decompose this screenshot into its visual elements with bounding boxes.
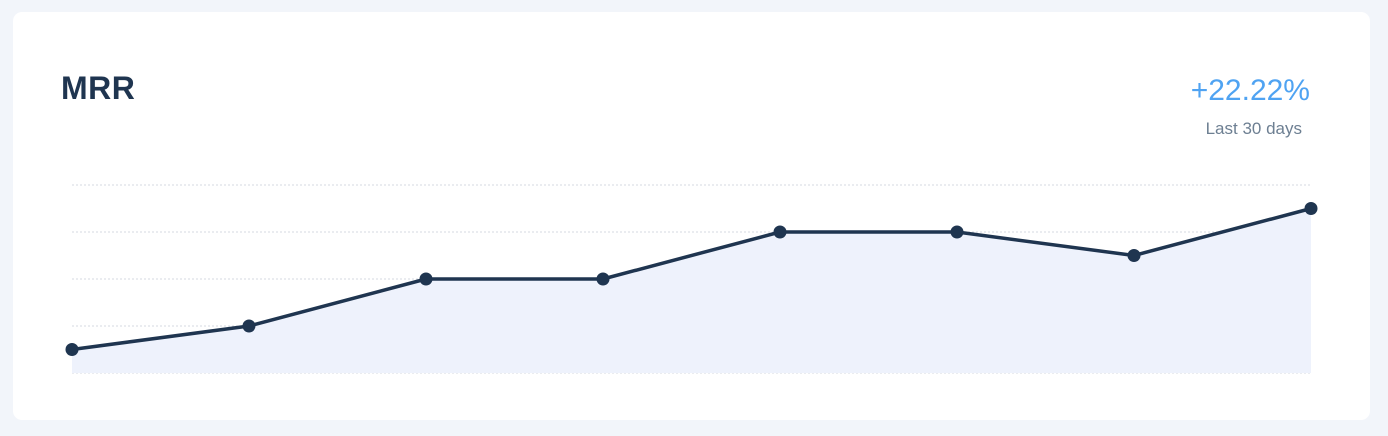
data-point[interactable] xyxy=(1127,249,1141,262)
data-point[interactable] xyxy=(773,225,787,239)
change-percentage: +22.22% xyxy=(1190,74,1310,107)
card-title: MRR xyxy=(61,70,136,106)
data-point[interactable] xyxy=(242,319,256,333)
data-point[interactable] xyxy=(65,343,79,356)
series-line xyxy=(71,206,1312,352)
data-points xyxy=(65,202,1318,356)
data-point[interactable] xyxy=(950,225,964,239)
period-label: Last 30 days xyxy=(1205,119,1302,138)
data-point[interactable] xyxy=(1304,202,1318,215)
data-point[interactable] xyxy=(419,272,433,286)
data-point[interactable] xyxy=(596,272,610,286)
area-fill xyxy=(72,208,1311,373)
